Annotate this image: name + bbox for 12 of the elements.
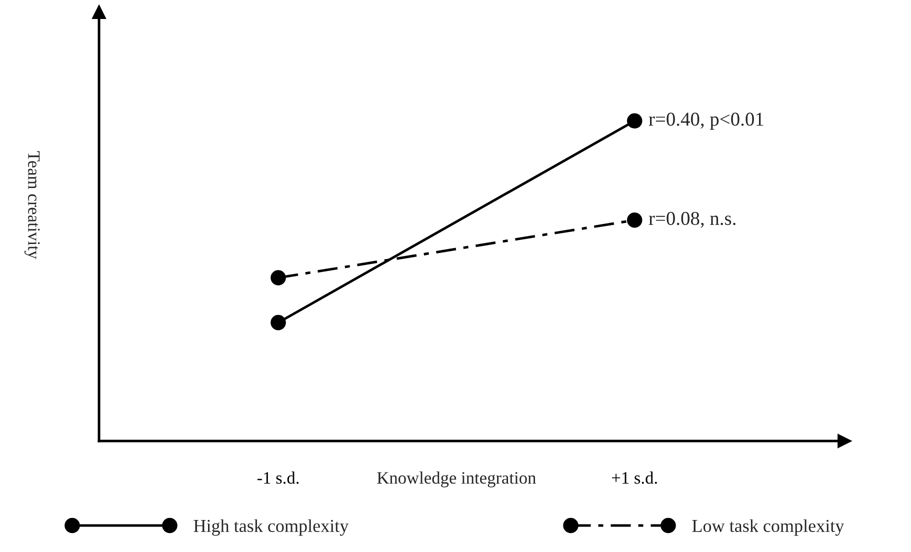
legend-label: Low task complexity: [692, 519, 844, 536]
x-tick-label: +1 s.d.: [612, 472, 657, 484]
point: [270, 270, 286, 286]
point: [270, 314, 286, 330]
x-axis-title: Knowledge integration: [377, 472, 536, 488]
annotation: r=0.40, p<0.01: [648, 112, 764, 130]
point: [626, 113, 642, 129]
x-tick-label: -1 s.d.: [257, 472, 299, 484]
point: [626, 212, 642, 228]
y-axis-title: Team creativity: [24, 151, 40, 260]
legend-label: High task complexity: [194, 519, 349, 536]
annotation: r=0.08, n.s.: [648, 212, 736, 228]
